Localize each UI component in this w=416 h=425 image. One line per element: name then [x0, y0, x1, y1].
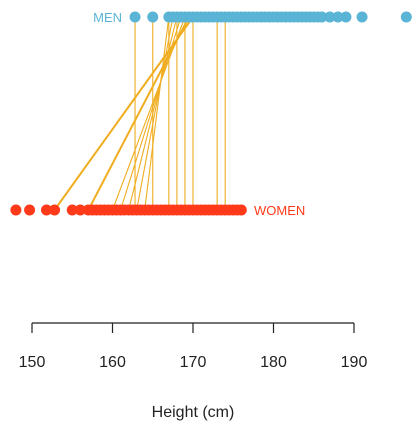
men-point-41 — [324, 11, 336, 23]
men-point-43 — [340, 11, 352, 23]
x-tick-label-150: 150 — [19, 354, 46, 371]
pair-line-3 — [120, 16, 182, 211]
x-tick-label-170: 170 — [180, 354, 207, 371]
pair-line-1 — [87, 16, 190, 211]
men-label: MEN — [93, 10, 122, 25]
men-point-40 — [316, 11, 328, 23]
women-point-44 — [235, 204, 247, 216]
x-axis: 150 160 170 180 190 Height (cm) — [19, 322, 368, 421]
men-point-45 — [400, 11, 412, 23]
women-point-3 — [49, 204, 61, 216]
women-point-5 — [74, 204, 86, 216]
x-tick-label-180: 180 — [260, 354, 287, 371]
x-tick-label-160: 160 — [99, 354, 126, 371]
women-point-0 — [10, 204, 22, 216]
pair-line-6 — [144, 16, 170, 211]
women-point-4 — [66, 204, 78, 216]
women-point-1 — [24, 204, 36, 216]
men-point-1 — [147, 11, 159, 23]
pairing-lines — [53, 16, 226, 211]
group-labels: MEN WOMEN — [93, 10, 305, 218]
data-points — [10, 11, 412, 216]
pair-line-5 — [136, 16, 174, 211]
men-point-44 — [356, 11, 368, 23]
men-point-42 — [332, 11, 344, 23]
x-tick-label-190: 190 — [341, 354, 368, 371]
women-point-2 — [40, 204, 52, 216]
men-point-0 — [129, 11, 141, 23]
pair-line-0 — [53, 16, 194, 211]
women-label: WOMEN — [254, 203, 305, 218]
x-axis-title: Height (cm) — [152, 404, 235, 421]
pair-line-2 — [111, 16, 186, 211]
